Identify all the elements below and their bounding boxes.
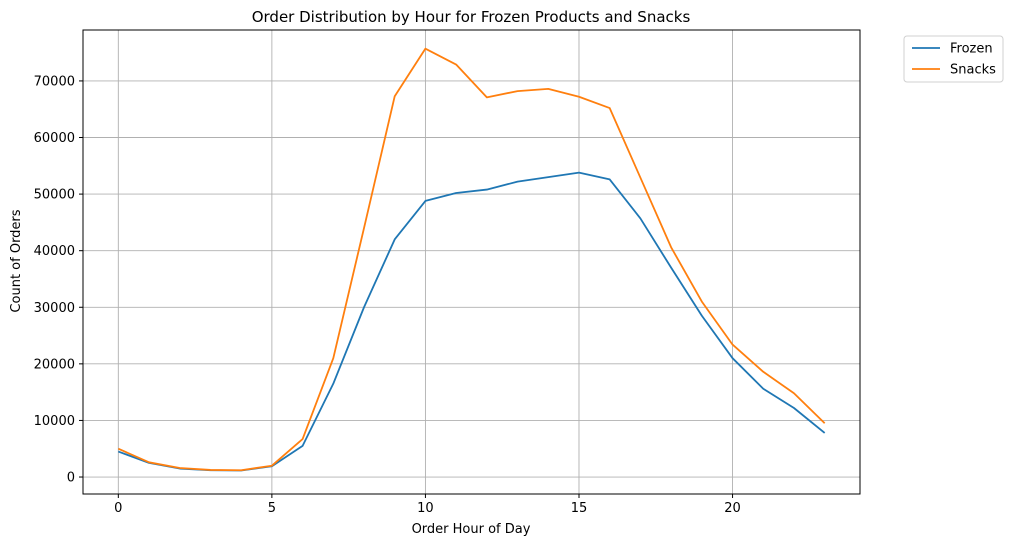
y-tick-label: 70000 [34,74,75,89]
y-axis-ticks: 0 10000 20000 30000 40000 50000 60000 70000 [34,74,83,486]
series-line-snacks [117,47,826,472]
legend-label: Frozen [950,42,993,57]
x-tick-label: 10 [417,501,434,516]
series-lines [117,47,826,472]
y-tick-label: 30000 [34,301,75,316]
x-axis-label: Order Hour of Day [412,522,531,537]
series-line-frozen [118,171,826,472]
x-axis-ticks: 0 5 10 15 20 [114,494,741,516]
grid-lines [83,30,860,494]
y-tick-label: 0 [67,471,75,486]
legend-label: Snacks [950,63,996,78]
y-tick-label: 50000 [34,188,75,203]
x-tick-label: 0 [114,501,122,516]
chart-title: Order Distribution by Hour for Frozen Pr… [252,8,691,26]
y-tick-label: 10000 [34,414,75,429]
plot-frame [82,29,861,495]
x-tick-label: 20 [724,501,741,516]
legend: Frozen Snacks [903,35,1004,83]
y-tick-label: 40000 [34,244,75,259]
y-tick-label: 20000 [34,357,75,372]
y-axis-label: Count of Orders [9,209,24,312]
y-tick-label: 60000 [34,131,75,146]
x-tick-label: 15 [571,501,588,516]
x-tick-label: 5 [268,501,276,516]
